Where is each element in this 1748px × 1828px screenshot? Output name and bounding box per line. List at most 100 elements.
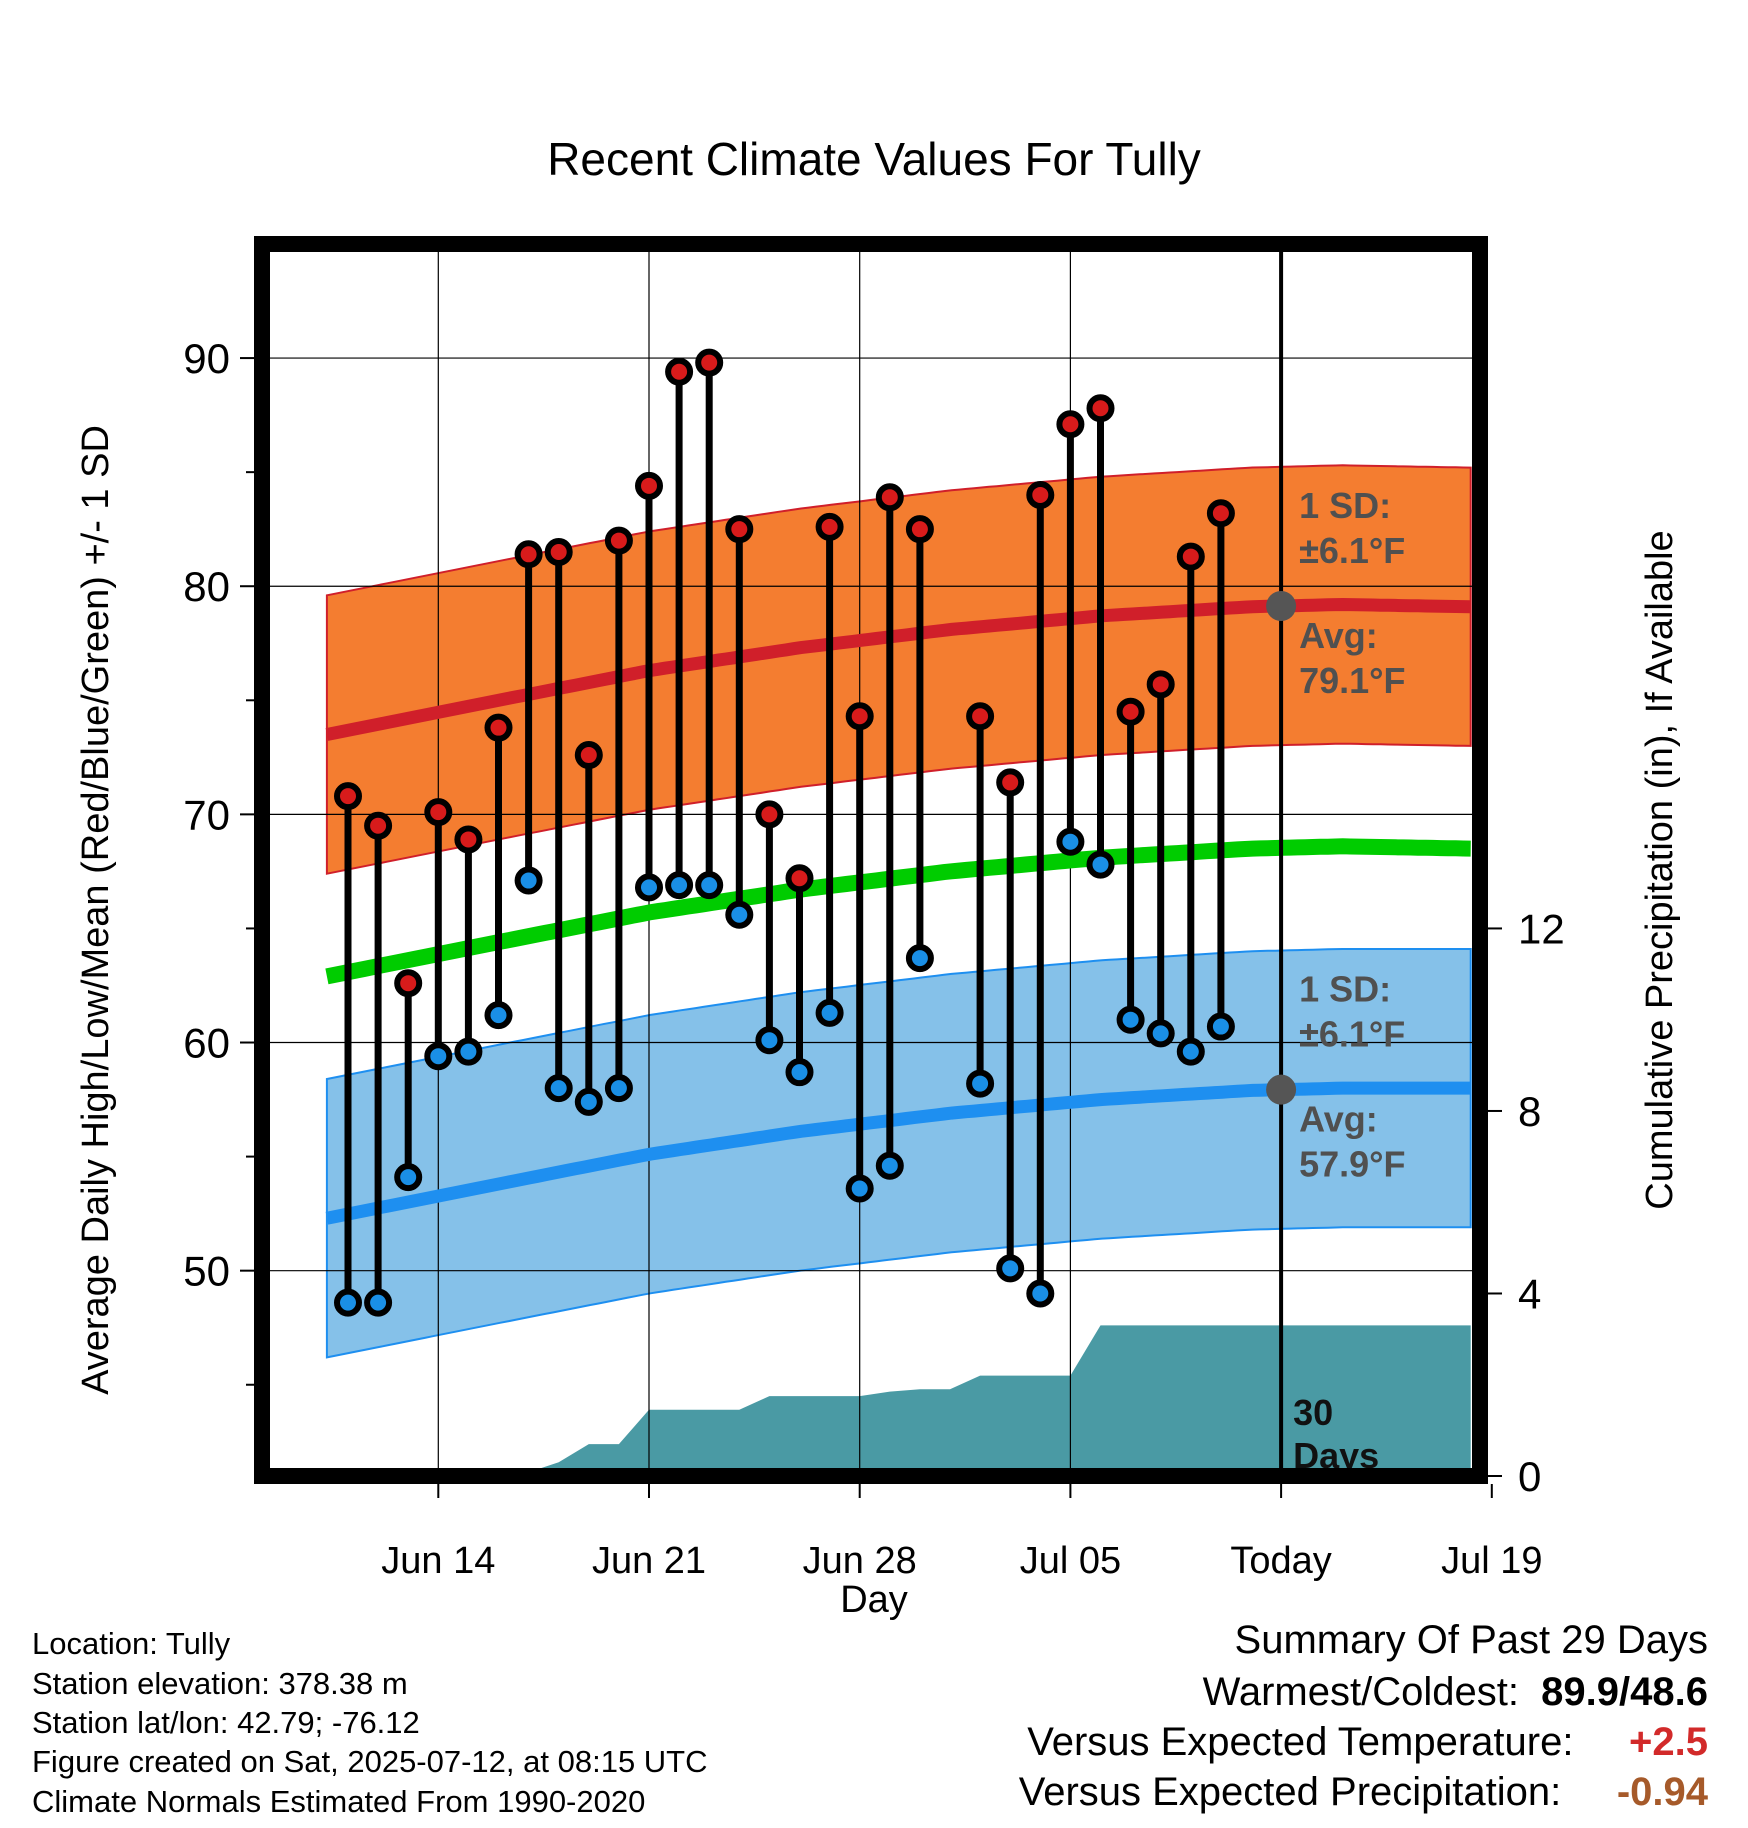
daily-high-point [785,864,814,893]
high-avg-label: Avg: [1299,615,1378,656]
today-high-avg-marker [1266,590,1297,621]
summary-precip: Versus Expected Precipitation: -0.94 [1019,1770,1708,1815]
today-window-number: 30 [1293,1392,1333,1433]
info-created: Figure created on Sat, 2025-07-12, at 08… [32,1744,708,1779]
chart-title: Recent Climate Values For Tully [547,133,1201,185]
daily-high-point [544,538,573,566]
daily-low-point [604,1074,633,1103]
info-normals: Climate Normals Estimated From 1990-2020 [32,1784,646,1819]
daily-high-point [484,713,513,742]
daily-low-point [665,871,694,900]
daily-low-point [544,1074,573,1103]
daily-high-point [424,798,453,827]
daily-high-point [755,800,784,829]
summary-temp-label: Versus Expected Temperature: [1027,1720,1574,1764]
info-elevation: Station elevation: 378.38 m [32,1666,408,1701]
daily-high-point [574,741,603,770]
y-tick-label-right: 4 [1518,1270,1541,1317]
daily-low-point [785,1058,814,1087]
high-sd-label: 1 SD: [1299,485,1391,526]
daily-low-point [1116,1005,1145,1034]
daily-high-point [514,540,543,569]
daily-low-point [815,998,844,1027]
daily-high-point [1086,394,1115,423]
summary-warmest-label: Warmest/Coldest: [1202,1670,1519,1714]
x-tick-label: Today [1230,1540,1331,1582]
daily-low-point [635,873,663,902]
daily-low-point [695,871,724,900]
daily-low-point [574,1087,603,1116]
daily-low-point [905,944,934,973]
daily-high-point [1116,697,1145,726]
daily-high-point [815,512,844,541]
daily-high-point [695,348,724,377]
daily-high-point [454,825,483,854]
daily-high-point [905,515,934,544]
daily-high-point [334,782,362,811]
daily-low-point [845,1174,874,1203]
summary-title-text: Summary Of Past 29 Days [1234,1618,1708,1662]
plot-content [262,244,1480,1476]
daily-low-point [875,1151,904,1180]
daily-low-point [966,1069,995,1098]
daily-low-point [1086,850,1115,879]
info-latlon: Station lat/lon: 42.79; -76.12 [32,1705,420,1740]
x-tick-label: Jun 21 [592,1540,706,1582]
daily-high-point [875,483,904,512]
daily-high-point [725,515,754,544]
daily-low-point [996,1254,1025,1283]
daily-high-point [665,357,694,386]
daily-low-point [394,1163,423,1192]
y-tick-label-left: 50 [183,1248,230,1295]
x-tick-label: Jun 14 [381,1540,495,1582]
daily-high-point [966,702,995,731]
high-sd-value: ±6.1°F [1299,530,1405,571]
daily-high-point [996,768,1025,797]
daily-low-point [364,1288,393,1317]
x-tick-label: Jul 05 [1020,1540,1121,1582]
summary-temp-value: +2.5 [1629,1720,1708,1764]
daily-low-point [1026,1279,1055,1308]
info-location: Location: Tully [32,1626,231,1661]
daily-high-point [1176,542,1205,571]
y-tick-label-right: 12 [1518,905,1565,952]
daily-high-point [1206,499,1235,528]
y-tick-label-left: 60 [183,1020,230,1067]
summary-precip-label: Versus Expected Precipitation: [1018,1770,1562,1814]
low-sd-value: ±6.1°F [1299,1013,1405,1054]
x-tick-label: Jun 28 [803,1540,917,1582]
y-tick-label-left: 70 [183,791,230,838]
daily-low-point [755,1026,784,1055]
x-axis-label: Day [840,1579,908,1621]
summary-precip-value: -0.94 [1616,1770,1708,1814]
summary-title: Summary Of Past 29 Days [1235,1618,1708,1663]
low-sd-label: 1 SD: [1299,968,1391,1009]
y-axis-label-left: Average Daily High/Low/Mean (Red/Blue/Gr… [75,425,117,1395]
y-tick-label-left: 80 [183,563,230,610]
summary-temp: Versus Expected Temperature: +2.5 [1027,1720,1708,1765]
low-avg-value: 57.9°F [1299,1144,1405,1185]
summary-warmest-value: 89.9/48.6 [1541,1670,1708,1714]
daily-high-point [604,526,633,555]
daily-high-point [1056,410,1085,439]
daily-low-point [454,1037,483,1066]
plot-frame [254,236,1488,1484]
daily-low-point [1206,1012,1235,1041]
daily-low-point [725,900,754,929]
y-tick-label-right: 8 [1518,1088,1541,1135]
daily-low-point [1146,1019,1175,1048]
x-tick-label: Jul 19 [1441,1540,1542,1582]
daily-high-point [1146,670,1175,699]
daily-low-point [1056,827,1085,856]
today-low-avg-marker [1266,1074,1297,1105]
daily-high-point [1026,480,1055,509]
y-tick-label-left: 90 [183,335,230,382]
daily-low-point [484,1001,513,1030]
low-avg-label: Avg: [1299,1099,1378,1140]
daily-high-point [635,471,663,500]
precipitation-area [326,1325,1471,1476]
daily-low-point [514,866,543,895]
daily-low-point [334,1288,362,1317]
